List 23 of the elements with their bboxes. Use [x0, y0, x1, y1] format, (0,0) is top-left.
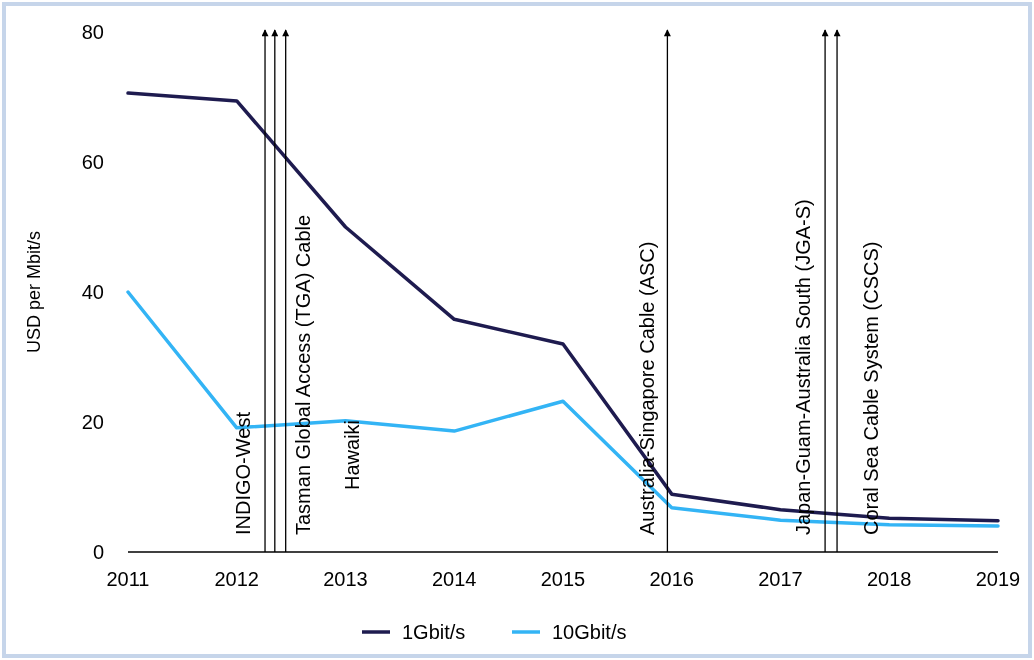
ref-line-label: Australia-Singapore Cable (ASC)	[636, 241, 659, 535]
x-tick-label: 2013	[323, 568, 368, 590]
x-tick-label: 2016	[649, 568, 694, 590]
x-tick-label: 2019	[975, 568, 1021, 590]
x-tick-label: 2018	[867, 568, 912, 590]
x-tick-label: 2017	[758, 568, 803, 590]
y-axis-title: USD per Mbit/s	[24, 230, 44, 354]
ref-line-label: Japan-Guam-Australia South (JGA-S)	[792, 199, 815, 535]
ref-line-label: Tasman Global Access (TGA) Cable	[291, 214, 314, 535]
y-tick-label: 60	[81, 151, 104, 173]
ref-line-label: Coral Sea Cable System (CSCS)	[860, 241, 883, 535]
y-tick-label: 20	[81, 411, 104, 433]
x-tick-label: 2015	[540, 568, 586, 590]
y-tick-label: 0	[92, 541, 104, 563]
legend-label: 10Gbit/s	[552, 621, 627, 643]
legend-label: 1Gbit/s	[402, 621, 466, 643]
x-tick-label: 2014	[432, 568, 477, 590]
x-tick-label: 2011	[106, 568, 150, 590]
x-tick-label: 2012	[214, 568, 259, 590]
ref-line-label: Hawaiki	[340, 419, 363, 490]
y-tick-label: 80	[81, 21, 104, 43]
y-tick-label: 40	[81, 281, 104, 303]
ref-line-label: INDIGO-West	[232, 411, 255, 535]
